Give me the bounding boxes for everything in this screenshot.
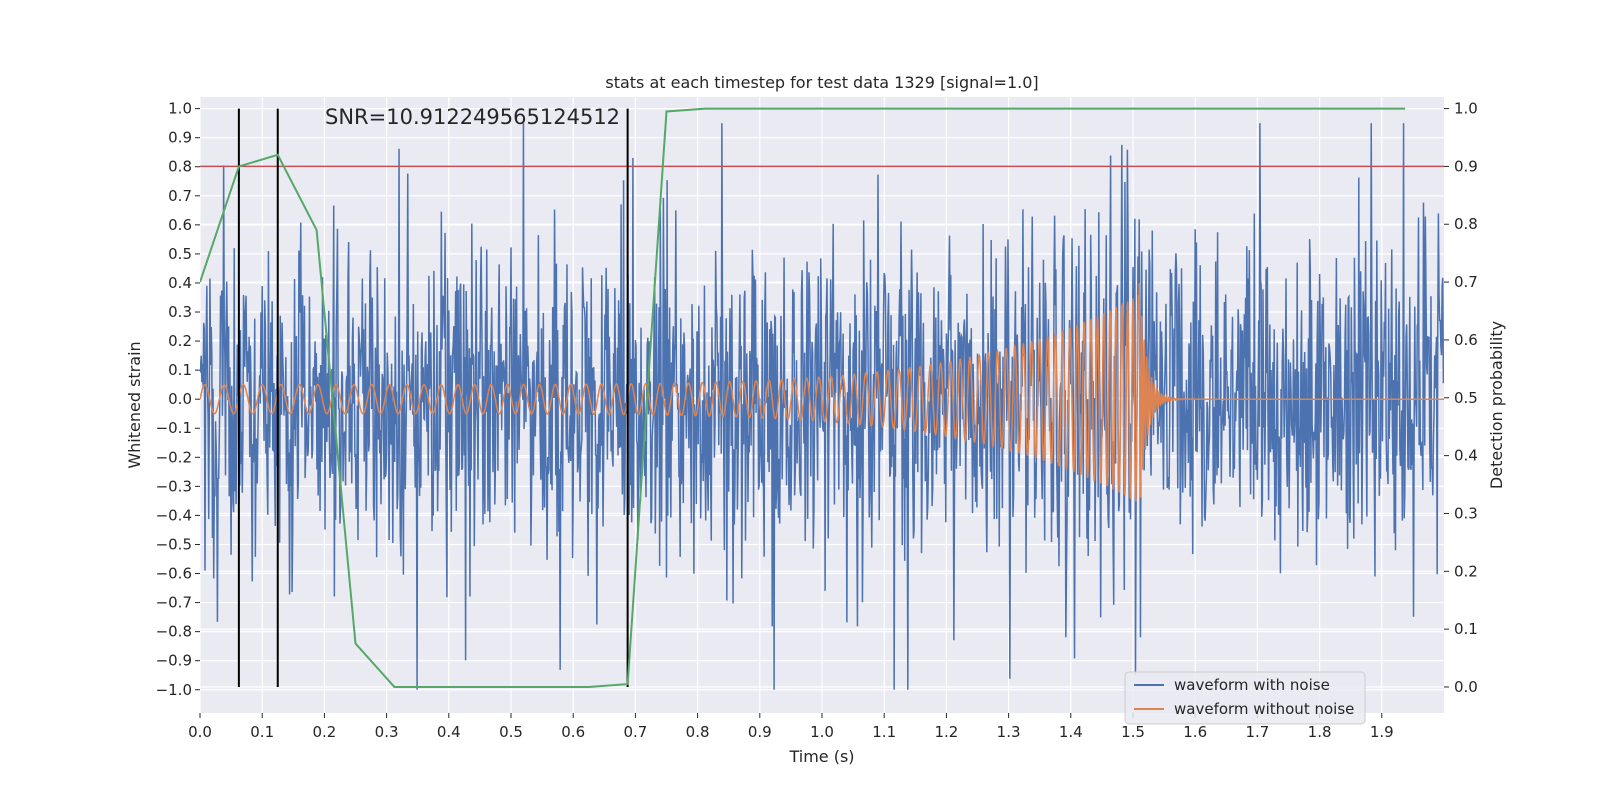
y-left-tick-label: 0.6 (168, 216, 192, 234)
y-left-tick-label: −0.1 (156, 419, 192, 437)
y-right-tick-label: 1.0 (1454, 100, 1478, 118)
y-right-axis-label: Detection probability (1487, 321, 1506, 489)
y-left-tick-label: −0.3 (156, 477, 192, 495)
y-left-tick-label: 0.2 (168, 332, 192, 350)
y-left-tick-label: 0.1 (168, 361, 192, 379)
x-tick-label: 1.9 (1370, 723, 1394, 741)
x-tick-label: 0.1 (250, 723, 274, 741)
x-tick-label: 0.5 (499, 723, 523, 741)
waveform-without-noise-line (200, 282, 1444, 502)
x-tick-label: 0.9 (748, 723, 772, 741)
x-tick-label: 0.3 (375, 723, 399, 741)
y-right-tick-label: 0.5 (1454, 389, 1478, 407)
y-right-tick-label: 0.6 (1454, 331, 1478, 349)
y-left-tick-label: −0.4 (156, 506, 192, 524)
y-left-tick-label: 0.8 (168, 158, 192, 176)
vertical-markers (237, 108, 629, 687)
snr-annotation: SNR=10.912249565124512 (325, 105, 620, 129)
y-left-tick-label: 0.4 (168, 274, 192, 292)
x-tick-label: 0.2 (312, 723, 336, 741)
y-left-tick-label: −1.0 (156, 681, 192, 699)
x-tick-label: 1.7 (1245, 723, 1269, 741)
y-left-axis-label: Whitened strain (125, 341, 144, 468)
y-right-tick-label: 0.9 (1454, 157, 1478, 175)
series-detection-probability (200, 107, 1406, 688)
detection-probability-line (200, 107, 1406, 688)
y-left-tick-label: 0.0 (168, 390, 192, 408)
y-right-axis-ticks: 1.0 0.9 0.8 0.7 0.6 0.5 0.4 0.3 0.2 0.1 0.0 (1444, 100, 1478, 696)
y-left-tick-label: −0.2 (156, 448, 192, 466)
y-left-tick-label: −0.9 (156, 652, 192, 670)
x-tick-label: 1.2 (934, 723, 958, 741)
y-left-tick-label: 0.3 (168, 303, 192, 321)
x-tick-label: 0.0 (188, 723, 212, 741)
x-tick-label: 0.8 (686, 723, 710, 741)
y-left-tick-label: −0.6 (156, 565, 192, 583)
x-tick-label: 1.0 (810, 723, 834, 741)
y-right-tick-label: 0.3 (1454, 504, 1478, 522)
y-right-tick-label: 0.0 (1454, 678, 1478, 696)
legend-label-noise: waveform with noise (1174, 676, 1330, 694)
y-left-axis-ticks: 1.0 0.9 0.8 0.7 0.6 0.5 0.4 0.3 0.2 0.1 0.0 −0.1 −0.… (156, 100, 200, 699)
y-left-tick-label: −0.5 (156, 535, 192, 553)
plot-series (200, 107, 1444, 690)
x-tick-label: 1.5 (1121, 723, 1145, 741)
y-right-tick-label: 0.8 (1454, 215, 1478, 233)
y-left-tick-label: 0.9 (168, 129, 192, 147)
x-tick-label: 1.3 (997, 723, 1021, 741)
x-tick-label: 0.6 (561, 723, 585, 741)
x-axis-ticks: 0.0 0.1 0.2 0.3 0.4 0.5 0.6 0.7 0.8 0.9 1.0 1.1 1.2 1… (188, 713, 1394, 741)
y-left-tick-label: −0.8 (156, 623, 192, 641)
y-left-tick-label: −0.7 (156, 594, 192, 612)
y-left-tick-label: 1.0 (168, 100, 192, 118)
y-left-tick-label: 0.7 (168, 187, 192, 205)
legend: waveform with noise waveform without noi… (1124, 671, 1366, 725)
x-tick-label: 1.8 (1308, 723, 1332, 741)
x-tick-label: 0.4 (437, 723, 461, 741)
y-left-tick-label: 0.5 (168, 245, 192, 263)
x-tick-label: 1.1 (872, 723, 896, 741)
chart-title: stats at each timestep for test data 132… (605, 73, 1038, 92)
x-axis-label: Time (s) (788, 747, 854, 766)
series-waveform-without-noise (200, 282, 1444, 502)
x-tick-label: 1.6 (1183, 723, 1207, 741)
y-right-tick-label: 0.4 (1454, 447, 1478, 465)
legend-box (1124, 671, 1366, 725)
x-tick-label: 1.4 (1059, 723, 1083, 741)
y-right-tick-label: 0.1 (1454, 620, 1478, 638)
x-tick-label: 0.7 (623, 723, 647, 741)
legend-label-clean: waveform without noise (1174, 700, 1354, 718)
y-right-tick-label: 0.7 (1454, 273, 1478, 291)
y-right-tick-label: 0.2 (1454, 562, 1478, 580)
